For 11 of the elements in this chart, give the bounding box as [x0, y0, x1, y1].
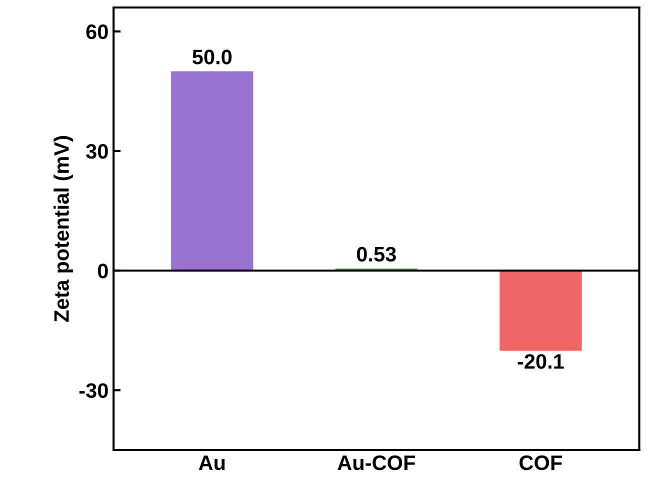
y-tick-label: -30	[79, 383, 108, 398]
x-tick-label: COF	[520, 455, 562, 470]
y-tick-label: 60	[86, 24, 108, 40]
x-tick-label: Au-COF	[338, 455, 415, 470]
x-tick-label: Au	[198, 456, 225, 470]
data-label: 50.0	[192, 50, 232, 64]
y-axis-title: Zeta potential (mV)	[54, 136, 74, 322]
data-label: 0.53	[356, 246, 396, 262]
y-tick-label: 0	[98, 264, 108, 278]
data-label: -20.1	[518, 354, 564, 369]
y-tick-label: 30	[86, 144, 108, 159]
